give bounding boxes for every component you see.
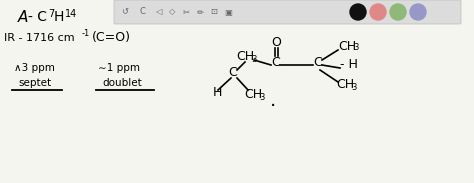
Text: C: C bbox=[139, 8, 145, 16]
Text: ◁: ◁ bbox=[155, 8, 161, 16]
Text: C: C bbox=[228, 66, 237, 79]
Text: CH: CH bbox=[236, 51, 254, 64]
Text: ▣: ▣ bbox=[224, 8, 232, 16]
Text: ✂: ✂ bbox=[182, 8, 190, 16]
Circle shape bbox=[350, 4, 366, 20]
Text: ↺: ↺ bbox=[121, 8, 128, 16]
Text: 3: 3 bbox=[259, 92, 264, 102]
Text: CH: CH bbox=[336, 79, 354, 92]
Text: 14: 14 bbox=[65, 9, 77, 19]
Text: 3: 3 bbox=[351, 83, 356, 92]
Text: ∧3 ppm: ∧3 ppm bbox=[14, 63, 55, 73]
Text: doublet: doublet bbox=[102, 78, 142, 88]
Text: ◇: ◇ bbox=[169, 8, 175, 16]
Circle shape bbox=[370, 4, 386, 20]
Text: C: C bbox=[271, 55, 280, 68]
Text: H: H bbox=[54, 10, 64, 24]
Text: septet: septet bbox=[18, 78, 51, 88]
Text: 3: 3 bbox=[251, 55, 256, 64]
Text: - C: - C bbox=[28, 10, 47, 24]
Text: ⊡: ⊡ bbox=[210, 8, 218, 16]
Text: CH: CH bbox=[244, 89, 262, 102]
Text: ∼1 ppm: ∼1 ppm bbox=[98, 63, 140, 73]
Text: 3: 3 bbox=[353, 44, 358, 53]
Text: O: O bbox=[271, 36, 281, 48]
Text: ✏: ✏ bbox=[197, 8, 203, 16]
Text: CH: CH bbox=[338, 40, 356, 53]
Circle shape bbox=[390, 4, 406, 20]
FancyBboxPatch shape bbox=[114, 0, 461, 24]
Text: IR - 1716 cm: IR - 1716 cm bbox=[4, 33, 74, 43]
Text: A: A bbox=[18, 10, 28, 25]
Text: -1: -1 bbox=[82, 29, 90, 38]
Text: - H: - H bbox=[340, 59, 358, 72]
Text: (C=O): (C=O) bbox=[92, 31, 131, 44]
Text: H: H bbox=[213, 87, 222, 100]
Text: C: C bbox=[313, 55, 322, 68]
Circle shape bbox=[410, 4, 426, 20]
Text: 7: 7 bbox=[48, 9, 54, 19]
Text: .: . bbox=[270, 91, 276, 109]
